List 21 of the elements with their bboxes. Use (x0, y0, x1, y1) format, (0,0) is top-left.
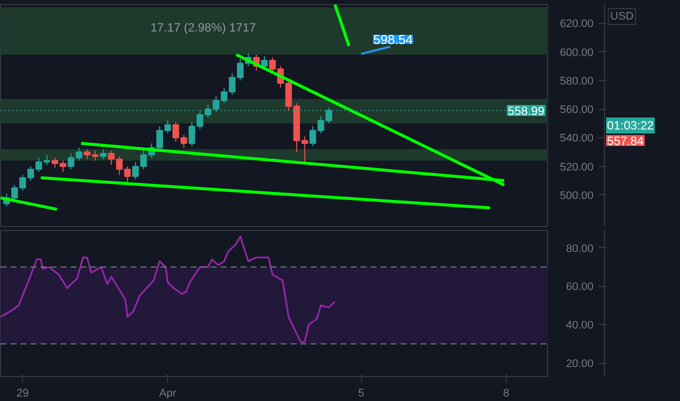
y-tick-label: 500.00 (560, 190, 594, 202)
y-tick-label: 80.00 (566, 242, 594, 255)
x-tick-label: Apr (159, 388, 177, 400)
text: 557.84 (607, 134, 644, 148)
x-tick-label: 8 (503, 388, 510, 400)
y-tick-label: 620.00 (560, 18, 594, 30)
y-axis-title: USD (610, 10, 634, 22)
y-tick-label: 60.00 (566, 281, 594, 294)
ref-line-label: 558.99 (508, 104, 545, 118)
x-tick-label: 29 (16, 388, 29, 400)
y-tick-label: 560.00 (560, 104, 594, 116)
annotation: 598.54 (373, 32, 413, 47)
text: 01:03:22 (607, 118, 654, 132)
y-tick-label: 540.00 (560, 132, 594, 145)
y-tick-label: 520.00 (560, 161, 594, 174)
x-tick-label: 5 (358, 388, 364, 400)
y-tick-label: 600.00 (560, 46, 594, 59)
y-tick-label: 20.00 (566, 358, 594, 370)
y-tick-label: 580.00 (560, 75, 594, 88)
y-tick-label: 40.00 (566, 320, 594, 332)
annotation: 17.17 (2.98%) 1717 (150, 20, 256, 34)
